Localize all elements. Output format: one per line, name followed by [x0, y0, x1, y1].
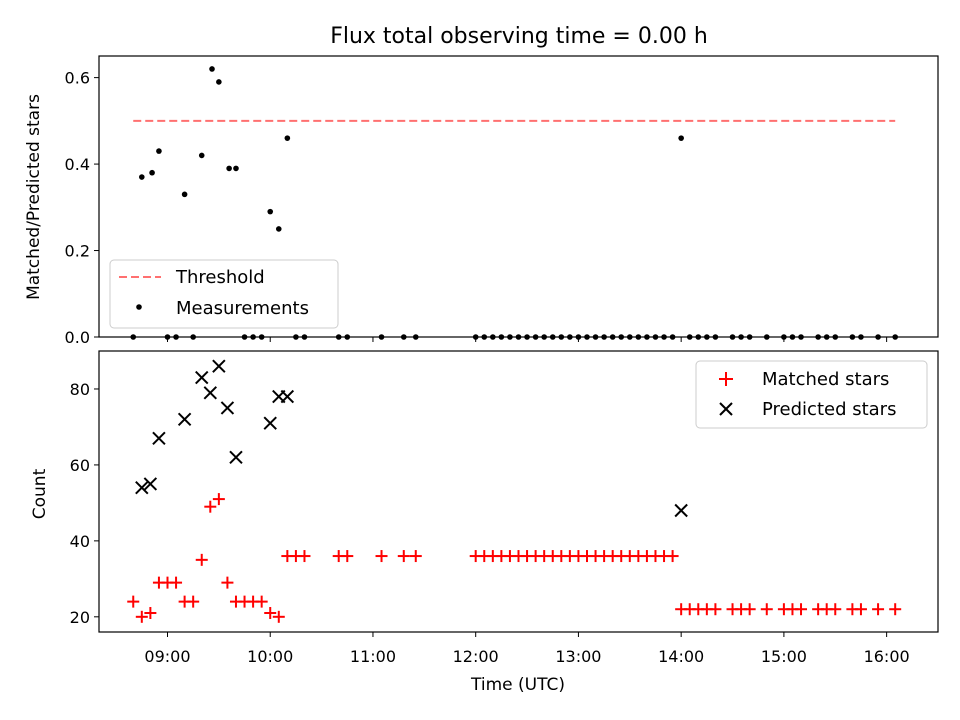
measurement-point-18: [284, 135, 291, 141]
matched-point-10: [212, 493, 225, 506]
bottom-y-axis-label: Count: [30, 468, 50, 519]
matched-point-17: [272, 610, 285, 623]
predicted-point-8: [229, 450, 243, 465]
top-axes-frame: [98, 55, 939, 338]
matched-point-7: [187, 595, 200, 608]
measurement-point-16: [267, 208, 274, 215]
measurement-point-50: [678, 135, 684, 141]
matched-point-23: [375, 550, 388, 563]
measurement-point-9: [209, 66, 215, 72]
predicted-point-4: [195, 370, 209, 385]
legend-matched-label: Matched stars: [762, 369, 889, 390]
top-y-tick-label-1: 0.2: [65, 242, 90, 261]
predicted-point-3: [177, 412, 192, 427]
measurement-point-10: [216, 79, 222, 85]
predicted-point-2: [152, 431, 166, 446]
x-tick-label-2: 11:00: [350, 647, 396, 666]
measurement-point-1: [139, 174, 145, 180]
bottom-plot-area: [127, 359, 902, 623]
legend-threshold-label: Threshold: [175, 267, 265, 288]
top-x-axis-ticks: [166, 337, 888, 342]
bottom-legend: Matched stars Predicted stars: [695, 360, 928, 429]
matched-point-22: [341, 550, 354, 563]
bottom-x-axis: 09:00 10:00 11:00 12:00 13:00 14:00 15:00 16:00: [144, 632, 910, 666]
predicted-point-12: [674, 503, 688, 518]
predicted-point-5: [203, 386, 218, 400]
x-tick-label-7: 16:00: [864, 647, 910, 666]
measurement-point-3: [156, 148, 162, 154]
matched-point-57: [743, 603, 756, 616]
measurement-point-6: [181, 191, 188, 198]
matched-point-9: [204, 500, 217, 513]
x-tick-label-4: 13:00: [555, 647, 601, 666]
matched-point-58: [760, 603, 773, 616]
top-legend: Threshold Measurements: [109, 259, 339, 329]
legend-measurements-label: Measurements: [176, 298, 309, 319]
top-y-tick-label-2: 0.4: [65, 155, 90, 174]
measurement-point-8: [198, 152, 205, 159]
legend-predicted-swatch: [719, 402, 733, 416]
matched-point-0: [127, 595, 140, 608]
matched-point-15: [255, 595, 268, 608]
legend-predicted-label: Predicted stars: [762, 399, 896, 420]
matched-point-66: [854, 603, 867, 616]
measurement-point-17: [275, 226, 282, 232]
predicted-point-6: [212, 359, 226, 373]
top-legend-box: [109, 259, 339, 329]
x-tick-label-1: 10:00: [247, 647, 293, 666]
matched-point-64: [829, 603, 842, 616]
matched-point-68: [889, 603, 902, 616]
predicted-point-7: [220, 401, 235, 415]
matched-point-11: [221, 576, 234, 589]
matched-point-24: [397, 550, 410, 563]
top-y-tick-label-0: 0.0: [65, 328, 90, 347]
top-y-axis: 0.0 0.2 0.4 0.6: [65, 69, 99, 347]
matched-point-8: [195, 553, 208, 566]
matched-point-1: [135, 610, 148, 623]
bottom-y-tick-label-1: 40: [70, 532, 90, 551]
top-y-axis-label: Matched/Predicted stars: [24, 94, 44, 300]
bottom-legend-box: [695, 360, 928, 429]
legend-matched-swatch: [719, 372, 733, 386]
bottom-y-tick-label-2: 60: [70, 456, 90, 475]
x-tick-label-6: 15:00: [761, 647, 807, 666]
measurement-point-11: [226, 165, 232, 172]
top-y-tick-label-3: 0.6: [65, 69, 90, 88]
predicted-point-1: [143, 477, 158, 491]
matched-point-2: [144, 607, 157, 620]
matched-point-5: [170, 576, 183, 589]
x-tick-label-3: 12:00: [453, 647, 499, 666]
matched-point-67: [872, 603, 885, 616]
x-axis-label: Time (UTC): [470, 675, 565, 695]
measurement-point-12: [233, 165, 239, 172]
matched-point-25: [409, 550, 422, 563]
matched-point-20: [298, 550, 311, 563]
legend-measurements-swatch: [136, 304, 142, 310]
matched-point-16: [264, 607, 277, 620]
matched-point-54: [709, 603, 722, 616]
matched-point-61: [795, 603, 808, 616]
top-panel: 0.0 0.2 0.4 0.6 Matched/Predicted stars Thr…: [24, 55, 939, 347]
x-tick-label-5: 14:00: [658, 647, 704, 666]
bottom-axes-frame: [98, 350, 939, 633]
predicted-point-9: [263, 416, 277, 430]
predicted-point-0: [135, 480, 149, 495]
bottom-y-axis: 20 40 60 80: [70, 380, 99, 627]
matched-point-49: [666, 550, 679, 563]
predicted-point-11: [280, 389, 295, 404]
x-tick-label-0: 09:00: [144, 647, 190, 666]
bottom-y-tick-label-3: 80: [70, 380, 90, 399]
bottom-panel: 20 40 60 80 09:00 10:00 11:00 12:00 13:00 14:00 1…: [30, 350, 939, 695]
bottom-y-tick-label-0: 20: [70, 608, 90, 627]
measurement-point-2: [149, 169, 155, 176]
chart-title: Flux total observing time = 0.00 h: [330, 24, 708, 49]
